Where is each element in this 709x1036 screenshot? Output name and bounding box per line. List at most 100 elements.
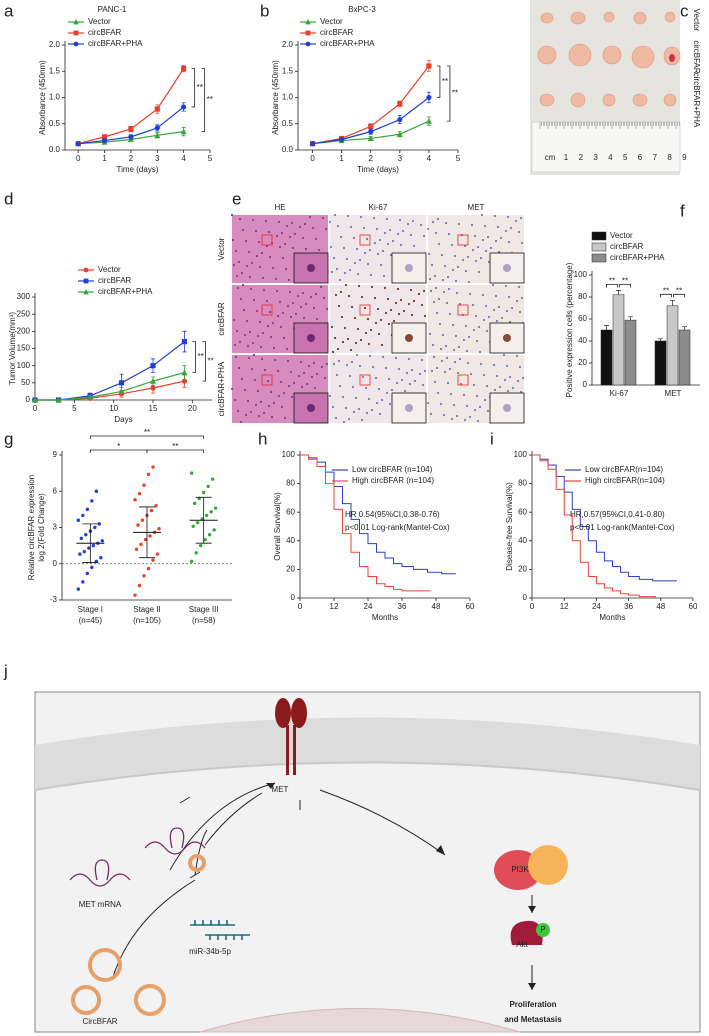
cell — [253, 378, 257, 382]
cell — [328, 220, 332, 224]
column-header: HE — [274, 203, 285, 212]
cell — [467, 280, 471, 284]
legend-swatch — [591, 242, 607, 252]
cell — [321, 216, 325, 220]
cell — [245, 319, 249, 323]
legend-swatch — [591, 231, 607, 241]
cell — [280, 231, 284, 235]
cell — [234, 249, 238, 253]
cell — [479, 362, 483, 366]
cell — [315, 317, 319, 321]
panel-letter: h — [258, 429, 267, 448]
cell — [370, 285, 374, 289]
y-axis-label: log 2(Fold Change) — [37, 493, 46, 562]
sd-bar — [139, 506, 155, 559]
cell — [486, 235, 490, 239]
cell — [492, 363, 496, 367]
ruler-mark: 7 — [653, 153, 658, 162]
data-point — [85, 507, 90, 512]
bar — [624, 319, 637, 386]
cell — [387, 322, 391, 326]
ruler-mark: 5 — [623, 153, 628, 162]
cell — [258, 265, 262, 269]
cell — [232, 263, 236, 267]
cell — [353, 261, 357, 265]
x-tick-label: 5 — [72, 404, 77, 413]
y-tick-label: 60 — [286, 507, 295, 516]
cell — [284, 267, 288, 271]
cell — [314, 237, 318, 241]
bar — [654, 340, 667, 386]
x-tick-label: 4 — [427, 154, 432, 163]
cell — [271, 321, 275, 325]
data-point — [151, 558, 155, 562]
sig-label: ** — [207, 356, 213, 365]
axis — [64, 41, 210, 151]
y-tick-label: 6 — [53, 486, 58, 495]
data-point — [140, 518, 145, 522]
data-point — [99, 556, 103, 560]
legend-label: High circBFAR (n=104) — [352, 476, 434, 485]
cell — [231, 238, 235, 242]
cell — [384, 366, 388, 370]
ruler-unit: cm — [545, 153, 556, 162]
y-tick-label: 0 — [53, 559, 58, 568]
data-point — [203, 537, 207, 542]
marker — [426, 63, 432, 69]
cell — [302, 371, 306, 375]
cell — [448, 367, 452, 371]
cell — [234, 355, 238, 359]
cell — [511, 386, 515, 390]
legend-label: Vector — [320, 17, 343, 26]
x-tick-label: 0 — [33, 404, 38, 413]
cell — [282, 391, 286, 395]
x-tick-label: 48 — [432, 602, 441, 611]
cell — [380, 343, 384, 347]
y-tick-label: 20 — [286, 565, 295, 574]
cell — [419, 223, 423, 227]
cell — [254, 403, 258, 407]
data-point — [136, 523, 140, 527]
y-tick-label: 1.0 — [282, 93, 294, 102]
data-point — [201, 490, 206, 495]
cell — [466, 255, 470, 259]
series-line — [532, 454, 656, 598]
y-tick-label: 50 — [21, 378, 30, 387]
data-point — [148, 534, 152, 538]
cell — [444, 221, 448, 225]
cell — [356, 272, 360, 276]
cell — [465, 349, 469, 353]
cell — [267, 404, 271, 408]
cell — [283, 416, 287, 420]
cell — [243, 388, 247, 392]
data-point — [189, 559, 194, 564]
cell — [510, 306, 514, 310]
marker — [305, 41, 311, 47]
y-tick-label: 3 — [53, 523, 58, 532]
cell — [423, 369, 427, 373]
cell — [343, 271, 347, 275]
cell — [445, 356, 449, 360]
cell — [439, 402, 443, 406]
cell — [442, 290, 446, 294]
cell — [422, 234, 426, 238]
cell — [241, 228, 245, 232]
cell — [259, 345, 263, 349]
cell — [508, 375, 512, 379]
panel-letter: g — [4, 429, 13, 448]
data-point — [78, 552, 82, 556]
cell — [359, 338, 363, 342]
cell — [353, 316, 357, 320]
cell — [251, 341, 255, 345]
cell — [339, 290, 343, 294]
legend-label: circBFAR — [88, 28, 122, 37]
cell — [422, 289, 426, 293]
diagram-label: PI3K — [511, 865, 529, 874]
cell — [477, 325, 481, 329]
cell — [399, 298, 403, 302]
y-tick-label: 100 — [574, 270, 588, 279]
cell — [385, 391, 389, 395]
cell — [235, 329, 239, 333]
cell — [514, 219, 518, 223]
